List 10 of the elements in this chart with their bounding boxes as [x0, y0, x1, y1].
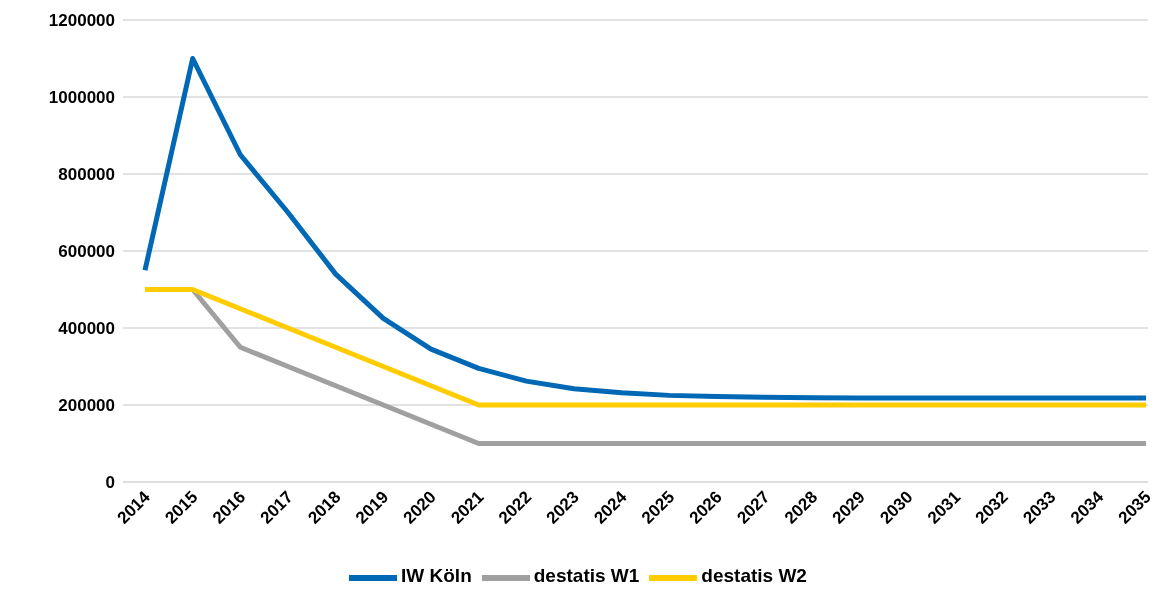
y-tick-label: 1000000	[48, 88, 115, 108]
y-tick-label: 200000	[58, 396, 115, 416]
y-tick-label: 800000	[58, 165, 115, 185]
y-tick-label: 1200000	[48, 11, 115, 31]
y-tick-label: 0	[105, 473, 115, 493]
legend-label: IW Köln	[401, 565, 472, 587]
legend-label: destatis W1	[533, 565, 640, 587]
y-tick-label: 600000	[58, 242, 115, 262]
y-tick-label: 400000	[58, 319, 115, 339]
legend-label: destatis W2	[701, 565, 807, 587]
